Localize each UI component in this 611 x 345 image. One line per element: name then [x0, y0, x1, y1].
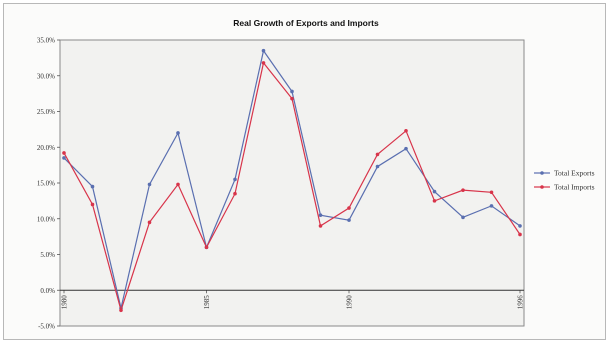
y-tick-label: -5.0% [38, 323, 55, 331]
x-tick-label: 1990 [346, 295, 354, 310]
data-point [375, 164, 380, 169]
legend: Total Exports Total Imports [534, 169, 595, 192]
data-point [147, 182, 152, 187]
y-tick-label: 25.0% [37, 108, 55, 116]
x-tick-label: 1996 [517, 295, 525, 310]
data-point [261, 61, 266, 65]
y-tick-label: 5.0% [40, 251, 55, 259]
data-point [404, 129, 408, 133]
data-point [461, 215, 465, 220]
y-tick-label: 20.0% [37, 144, 55, 152]
data-point [375, 152, 380, 157]
data-point [461, 188, 465, 192]
data-point [432, 189, 437, 194]
data-point [347, 218, 351, 222]
data-point [62, 156, 66, 160]
legend-marker [540, 171, 544, 175]
data-point [147, 220, 152, 225]
x-tick-label: 1985 [203, 295, 211, 310]
x-tick-label: 1980 [61, 295, 69, 310]
data-point [233, 177, 237, 182]
data-point [518, 232, 522, 237]
data-point [176, 131, 180, 135]
data-point [432, 199, 437, 203]
data-point [290, 89, 294, 94]
data-point [204, 245, 209, 250]
y-tick-label: 35.0% [37, 37, 55, 45]
data-point [90, 184, 95, 189]
data-point [233, 191, 237, 196]
data-point [518, 224, 522, 228]
legend-label: Total Exports [554, 169, 595, 178]
chart-title: Real Growth of Exports and Imports [233, 18, 379, 28]
data-point [318, 224, 323, 228]
y-tick-label: 10.0% [37, 215, 55, 223]
data-point [489, 204, 494, 208]
data-point [176, 182, 180, 187]
y-tick-label: 0.0% [40, 287, 55, 295]
data-point [90, 202, 95, 207]
y-axis-ticks: -5.0% 0.0% 5.0% 10.0% 15.0% 20.0% 25.0% 30.0% 35… [37, 37, 60, 331]
data-point [62, 151, 66, 155]
line-chart: Real Growth of Exports and Imports -5.0%… [37, 18, 595, 331]
data-point [347, 206, 351, 210]
data-point [261, 48, 266, 53]
chart-frame: Real Growth of Exports and Imports -5.0%… [3, 3, 606, 340]
legend-label: Total Imports [554, 183, 595, 192]
y-tick-label: 30.0% [37, 72, 55, 80]
plot-area [59, 39, 525, 327]
data-point [119, 308, 123, 313]
series-layer [62, 48, 522, 313]
legend-marker [540, 185, 544, 189]
y-tick-label: 15.0% [37, 180, 55, 188]
data-point [290, 96, 294, 101]
data-point [318, 213, 323, 217]
data-point [489, 190, 494, 195]
data-point [404, 146, 408, 151]
